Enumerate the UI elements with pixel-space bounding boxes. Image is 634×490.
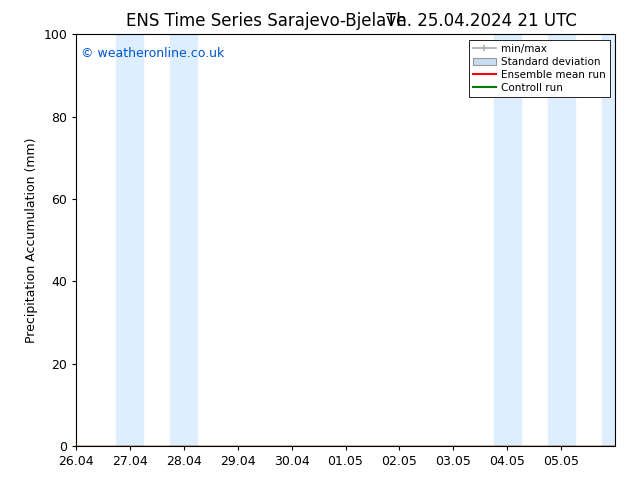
Bar	[117, 34, 143, 446]
Text: ENS Time Series Sarajevo-Bjelave: ENS Time Series Sarajevo-Bjelave	[126, 12, 406, 30]
Text: © weatheronline.co.uk: © weatheronline.co.uk	[81, 47, 224, 60]
Bar	[494, 34, 521, 446]
Bar	[602, 34, 634, 446]
Text: Th. 25.04.2024 21 UTC: Th. 25.04.2024 21 UTC	[386, 12, 578, 30]
Bar	[171, 34, 197, 446]
Bar	[548, 34, 574, 446]
Legend: min/max, Standard deviation, Ensemble mean run, Controll run: min/max, Standard deviation, Ensemble me…	[469, 40, 610, 97]
Y-axis label: Precipitation Accumulation (mm): Precipitation Accumulation (mm)	[25, 137, 37, 343]
